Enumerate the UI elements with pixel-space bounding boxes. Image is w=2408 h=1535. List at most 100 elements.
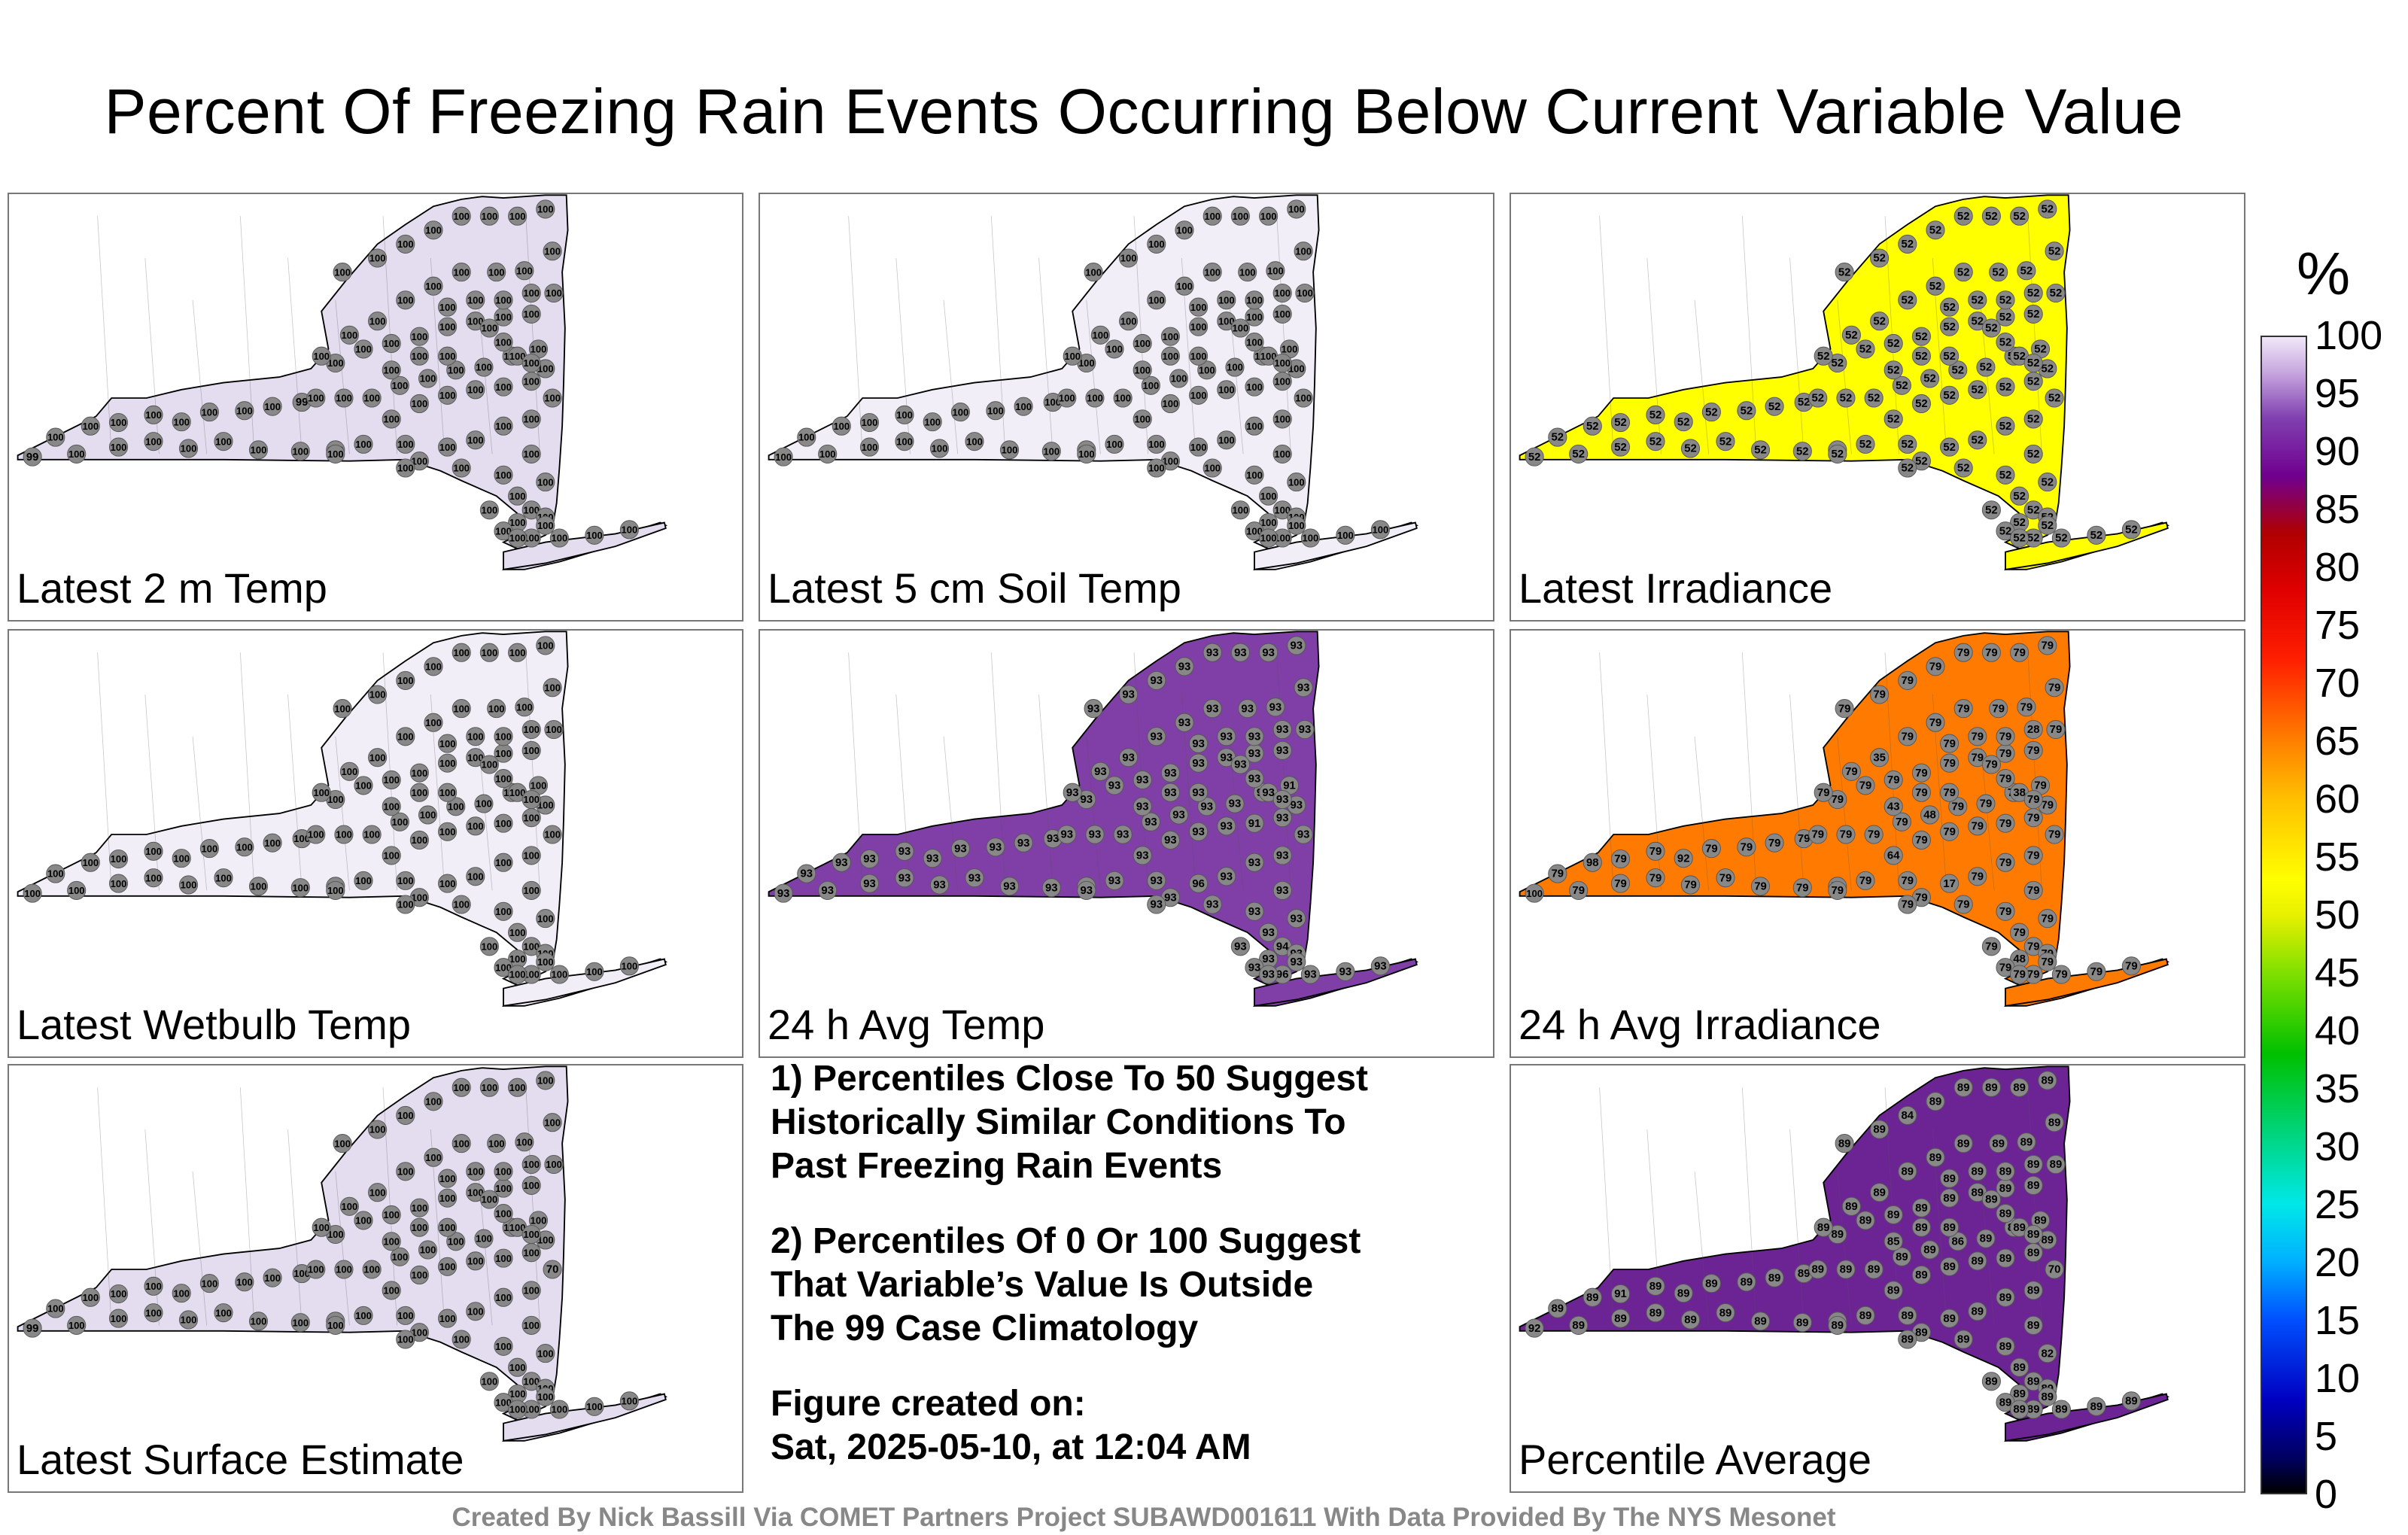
station-marker: [2010, 1078, 2029, 1097]
station-value: 100: [1176, 281, 1193, 292]
station-value: 79: [2048, 829, 2061, 841]
station-value: 79: [1943, 787, 1956, 799]
station-marker: [521, 789, 541, 810]
station-marker: [46, 427, 65, 447]
station-value: 100: [439, 321, 456, 333]
station-marker: [382, 333, 401, 354]
colorbar-tick-label: 85: [2315, 487, 2361, 532]
station-value: 52: [1586, 421, 1599, 433]
colorbar-unit: %: [2297, 240, 2351, 307]
station-value: 52: [1887, 364, 1900, 376]
station-value: 79: [1951, 801, 1964, 813]
station-marker: [144, 1303, 163, 1323]
station-value: 100: [1190, 302, 1207, 313]
station-marker: [2023, 1281, 2043, 1300]
station-value: 100: [292, 445, 309, 457]
station-value: 93: [1374, 960, 1387, 972]
station-value: 100: [495, 312, 512, 323]
station-value: 100: [1190, 351, 1207, 362]
station-value: 93: [1262, 927, 1275, 939]
station-marker: [1266, 698, 1285, 717]
station-value: 93: [1248, 857, 1261, 869]
ny-state-shape: [1519, 631, 2170, 1007]
station-marker: [1750, 877, 1771, 896]
station-marker: [451, 643, 471, 662]
station-marker: [1610, 437, 1631, 457]
station-value: 79: [1754, 880, 1767, 892]
station-value: 100: [1274, 357, 1291, 369]
station-value: 52: [1614, 417, 1627, 429]
station-marker: [438, 753, 458, 773]
station-value: 43: [1887, 801, 1900, 813]
station-marker: [494, 377, 513, 397]
station-marker: [1370, 956, 1390, 976]
station-marker: [1583, 1287, 1602, 1307]
station-marker: [508, 206, 528, 226]
station-marker: [1898, 1105, 1917, 1125]
station-value: 89: [1929, 1152, 1942, 1164]
station-marker: [508, 923, 528, 942]
station-value: 100: [1246, 336, 1263, 348]
station-marker: [2023, 304, 2043, 324]
station-marker: [1230, 500, 1250, 520]
station-marker: [1525, 1318, 1544, 1338]
station-marker: [1911, 1198, 1931, 1217]
station-marker: [1525, 883, 1544, 903]
station-value: 79: [1868, 829, 1880, 841]
station-marker: [1245, 901, 1264, 921]
station-marker: [466, 816, 485, 836]
station-marker: [1225, 357, 1245, 377]
station-value: 52: [1943, 321, 1956, 333]
station-value: 100: [537, 204, 554, 215]
station-value: 52: [1902, 439, 1914, 451]
station-marker: [1836, 1260, 1856, 1279]
station-marker: [1259, 923, 1278, 942]
station-value: 100: [1260, 351, 1277, 362]
station-marker: [382, 797, 401, 816]
station-value: 52: [2013, 517, 2026, 529]
station-marker: [1870, 312, 1890, 331]
station-marker: [1940, 317, 1960, 336]
station-marker: [1926, 657, 1945, 676]
station-value: 79: [1957, 703, 1970, 715]
station-value: 100: [308, 829, 324, 840]
station-marker: [382, 409, 401, 429]
station-value: 100: [1337, 530, 1354, 541]
station-value: 100: [1218, 384, 1235, 395]
station-marker: [1569, 880, 1589, 900]
station-marker: [895, 405, 914, 424]
county-line: [943, 299, 959, 454]
station-marker: [362, 825, 382, 844]
station-marker: [2121, 956, 2141, 976]
station-value: 100: [1260, 491, 1277, 502]
station-marker: [2051, 965, 2071, 984]
station-marker: [1926, 1147, 1945, 1167]
station-value: 93: [1299, 724, 1312, 736]
station-marker: [479, 500, 499, 520]
station-marker: [1189, 297, 1209, 317]
station-marker: [390, 812, 409, 831]
station-marker: [1898, 895, 1917, 914]
county-line: [848, 652, 863, 891]
station-marker: [2051, 1400, 2071, 1419]
station-value: 89: [1832, 1229, 1844, 1241]
station-value: 100: [495, 1183, 512, 1194]
station-value: 100: [622, 1395, 638, 1406]
station-value: 100: [1148, 439, 1165, 450]
station-value: 100: [523, 533, 540, 544]
station-value: 100: [369, 752, 386, 763]
station-marker: [312, 783, 331, 802]
station-value: 100: [1163, 455, 1179, 467]
station-marker: [895, 841, 914, 861]
station-value: 100: [495, 525, 512, 536]
colorbar-tick-label: 70: [2315, 661, 2361, 706]
station-value: 89: [1999, 1208, 2012, 1220]
station-value: 93: [1060, 829, 1073, 841]
station-value: 100: [495, 818, 512, 829]
station-value: 52: [1957, 266, 1970, 278]
station-value: 52: [1817, 351, 1830, 363]
station-marker: [479, 755, 499, 774]
station-marker: [1716, 1303, 1735, 1323]
station-value: 100: [412, 787, 428, 798]
station-value: 100: [420, 1245, 436, 1256]
